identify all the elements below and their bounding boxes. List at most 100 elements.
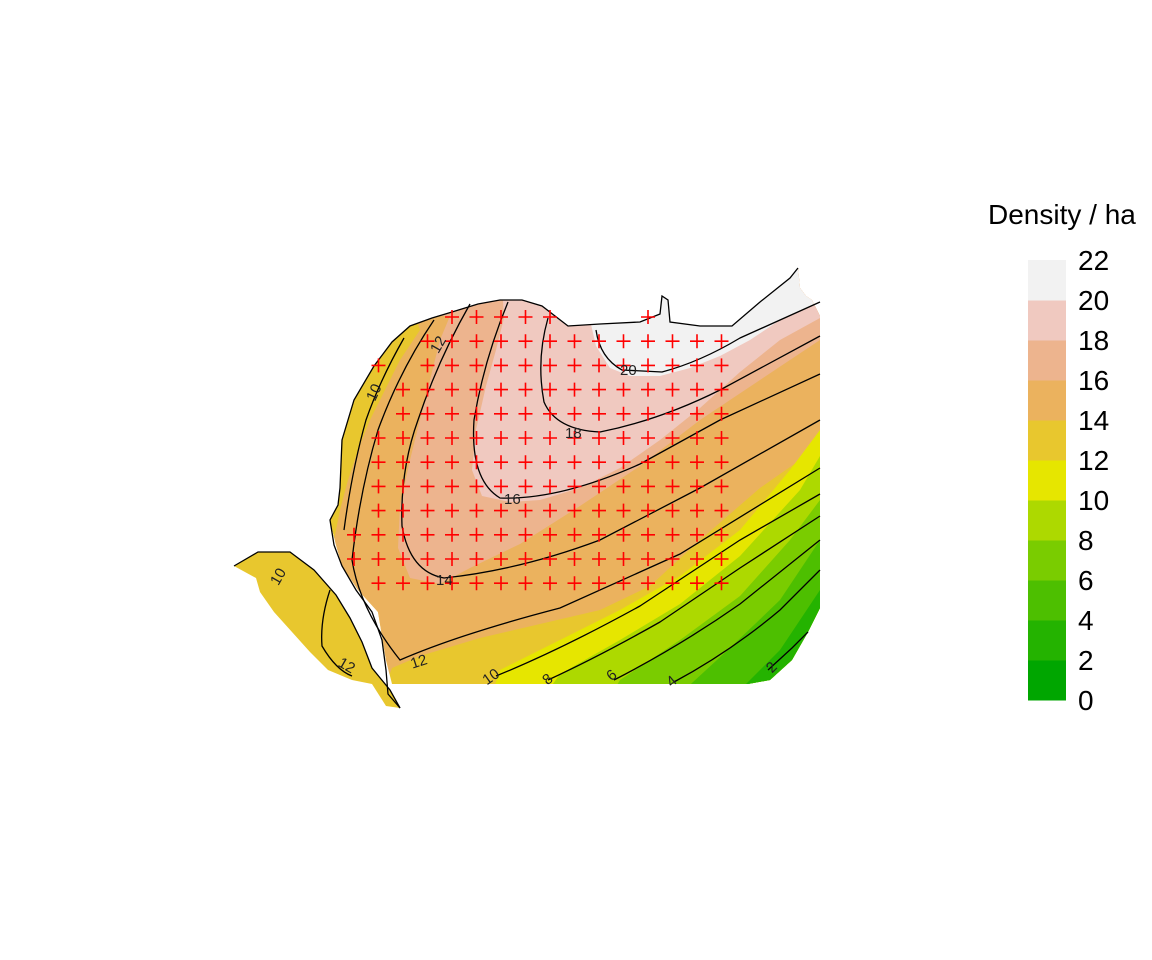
sample-point: [714, 576, 729, 591]
sample-point: [543, 310, 557, 324]
legend-swatch: [1028, 620, 1066, 661]
sample-point: [690, 479, 704, 494]
contour-label-10-island: 10: [267, 565, 290, 588]
sample-point: [518, 552, 533, 566]
sample-point: [371, 455, 386, 470]
contour-label-12-north: 12: [427, 333, 450, 356]
sample-point: [567, 455, 582, 470]
sample-point: [420, 334, 435, 349]
sample-point: [518, 455, 533, 470]
sample-point: [641, 406, 655, 421]
legend-tick-label: 20: [1078, 285, 1109, 316]
sample-point: [592, 358, 606, 373]
sample-point: [714, 382, 729, 397]
sample-point: [518, 576, 533, 591]
sample-point: [445, 382, 459, 397]
island-coast: [233, 551, 401, 709]
sample-point: [371, 552, 386, 566]
sample-point: [445, 334, 459, 349]
sample-point: [592, 527, 606, 542]
sample-point: [445, 527, 459, 542]
sample-point: [494, 382, 508, 397]
sample-point: [420, 431, 435, 445]
sample-point: [445, 358, 459, 373]
legend-tick-label: 12: [1078, 445, 1109, 476]
sample-point: [396, 503, 410, 518]
sample-point: [494, 431, 508, 445]
contour-line-18: [540, 317, 821, 433]
contour-line-4: [673, 569, 821, 683]
sample-point: [592, 455, 606, 470]
contour-label-18: 18: [565, 425, 582, 442]
contour-lines: [321, 301, 821, 683]
contour-line-10-south: [495, 493, 821, 677]
sample-point: [396, 479, 410, 494]
sample-point: [420, 576, 435, 591]
sample-point: [616, 382, 631, 397]
sample-point: [420, 479, 435, 494]
contour-line-16: [472, 301, 821, 499]
sample-point: [518, 527, 533, 542]
sample-point: [420, 503, 435, 518]
sample-point: [616, 503, 631, 518]
sample-point: [494, 479, 508, 494]
sample-point: [396, 576, 410, 591]
sample-point: [690, 576, 704, 591]
sample-point: [543, 455, 557, 470]
sample-point: [567, 552, 582, 566]
sample-point: [665, 382, 680, 397]
sample-point: [518, 358, 533, 373]
sample-point: [494, 334, 508, 349]
contour-line-island-12: [321, 589, 353, 677]
sample-point: [543, 503, 557, 518]
sample-point: [469, 479, 484, 494]
sample-point: [494, 503, 508, 518]
sample-point: [567, 431, 582, 445]
sample-point: [592, 552, 606, 566]
sample-point: [567, 358, 582, 373]
sample-point: [469, 455, 484, 470]
legend-swatch: [1028, 500, 1066, 541]
sample-point: [690, 406, 704, 421]
legend-tick-label: 10: [1078, 485, 1109, 516]
sample-point: [420, 552, 435, 566]
sample-point: [641, 479, 655, 494]
contour-line-2: [767, 631, 809, 671]
sample-point: [641, 382, 655, 397]
sample-point: [567, 406, 582, 421]
legend-swatch: [1028, 460, 1066, 501]
legend-tick-label: 16: [1078, 365, 1109, 396]
sample-point: [494, 406, 508, 421]
legend-tick-labels: 0 2 4 6 8 10 12 14 16 18 20 22: [1078, 245, 1109, 716]
sample-point: [567, 334, 582, 349]
contour-label-12-south: 12: [408, 651, 429, 672]
legend-swatch: [1028, 260, 1066, 301]
contour-line-8: [547, 515, 821, 681]
sample-point: [371, 503, 386, 518]
sample-point: [445, 576, 459, 591]
sample-point: [665, 479, 680, 494]
sample-point: [371, 358, 386, 373]
legend-tick-label: 0: [1078, 685, 1094, 716]
sample-point: [690, 552, 704, 566]
sample-point: [567, 479, 582, 494]
sample-point: [690, 503, 704, 518]
sample-point: [445, 310, 459, 324]
sample-point: [665, 406, 680, 421]
sample-point: [445, 479, 459, 494]
sample-point: [641, 334, 655, 349]
sample-point: [469, 382, 484, 397]
contour-line-12-main: [351, 319, 821, 661]
legend-tick-label: 22: [1078, 245, 1109, 276]
sample-point: [518, 310, 533, 324]
sample-point: [445, 503, 459, 518]
sample-point: [494, 552, 508, 566]
sample-point: [616, 431, 631, 445]
sample-point: [616, 576, 631, 591]
contour-label-12-island: 12: [335, 654, 358, 677]
sample-point: [641, 503, 655, 518]
mainland-coast: [329, 267, 799, 709]
sample-point: [371, 431, 386, 445]
sample-point: [518, 334, 533, 349]
sample-point: [690, 431, 704, 445]
